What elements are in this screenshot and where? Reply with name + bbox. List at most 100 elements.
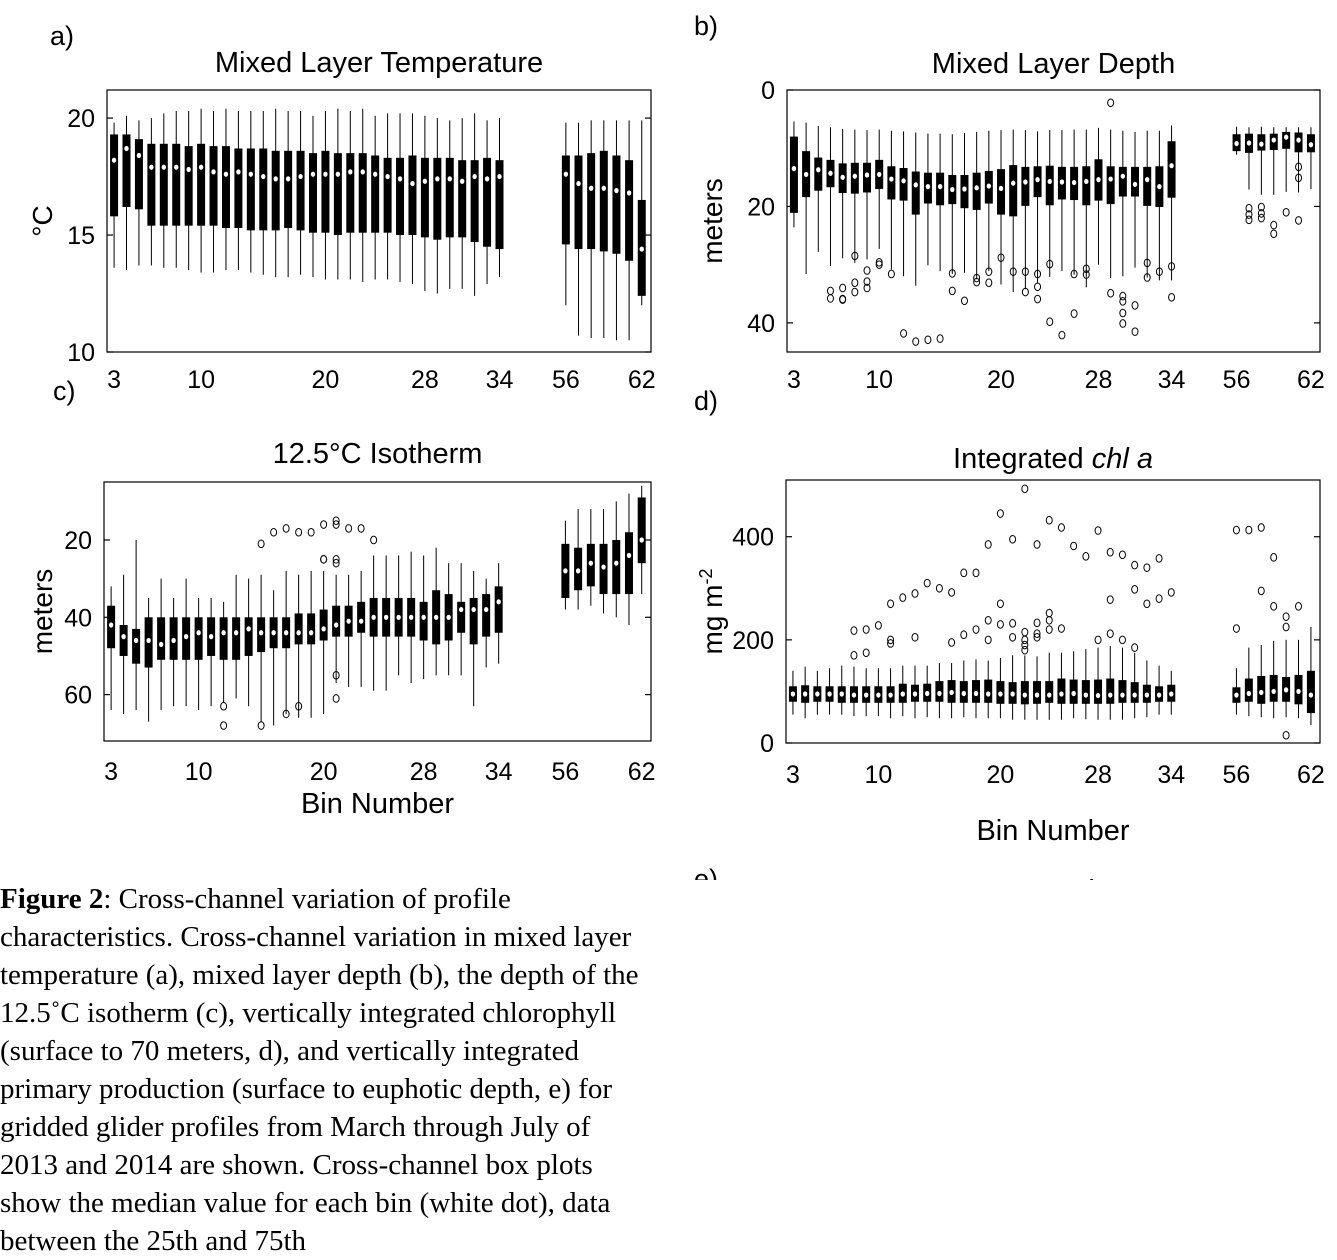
x-tick-label: 34 [1157,761,1185,789]
box-iqr [159,143,168,226]
outlier-point [1009,619,1017,628]
y-tick-label: 400 [732,524,774,552]
outlier-point [332,558,340,568]
outlier-point [1033,629,1041,638]
y-tick-label: 200 [732,627,774,655]
box-median [998,185,1004,191]
box-iqr [319,609,328,641]
box-median [1259,141,1264,147]
outlier-point [220,721,228,730]
box-median [346,618,351,624]
box-iqr [194,617,203,660]
box-median [840,174,845,180]
outlier-point [996,620,1004,629]
box-median [816,167,821,173]
box-median [1034,692,1040,698]
box-median [1132,692,1137,698]
box-median [308,630,314,636]
box-median [472,173,477,180]
box-median [1144,692,1150,698]
x-tick-label: 56 [551,758,579,786]
outlier-point [1167,588,1175,597]
box-median [1120,692,1125,698]
box-median [1296,688,1301,695]
outlier-point [948,286,956,296]
outlier-point [1119,319,1127,328]
x-tick-label: 56 [1223,761,1251,789]
outlier-point [332,555,340,564]
outlier-point [1094,635,1102,645]
x-tick-label: 20 [987,761,1015,789]
box-median [360,169,365,175]
box-median [575,568,581,574]
outlier-point [1282,730,1290,740]
box-median [397,176,403,182]
box-median [183,634,189,640]
box-iqr [259,148,268,231]
outlier-point [1046,317,1054,327]
box-iqr [358,153,367,233]
plot-frame [785,479,1321,744]
y-tick-label: 0 [761,77,775,105]
box-median [1071,179,1077,186]
box-median [1259,689,1264,696]
x-tick-label: 3 [786,761,800,789]
outlier-point [332,520,340,529]
x-axis-label: Bin Number [301,788,454,820]
box-iqr [599,150,608,252]
box-median [146,637,151,644]
outlier-point [1045,615,1053,625]
box-median [1234,692,1239,698]
outlier-point [912,337,920,346]
box-median [588,560,594,566]
outlier-point [839,295,847,304]
y-axis-label: mg m-2 [696,568,728,654]
box-median [1156,692,1162,698]
box-median [889,176,894,182]
panel-label: e) [694,864,718,880]
outlier-point [1257,213,1265,223]
box-median [446,614,451,620]
box-median [283,630,289,636]
panel-label: d) [694,386,718,416]
outlier-point [282,709,290,719]
box-iqr [433,157,442,240]
outlier-point [1295,216,1303,225]
box-iqr [1167,141,1176,198]
box-iqr [483,157,492,247]
outlier-point [1131,301,1139,310]
box-median [639,537,644,543]
outlier-point [935,583,943,593]
box-iqr [346,153,355,233]
box-median [198,164,204,170]
outlier-point [1295,173,1303,183]
box-median [321,626,326,632]
outlier-point [295,527,303,537]
box-iqr [420,157,429,238]
outlier-point [863,283,871,293]
outlier-point [1282,207,1290,217]
outlier-point [911,589,919,598]
outlier-point [911,632,919,642]
y-tick-label: 20 [67,105,95,133]
chart-panel-e: e)Integrated PP1000200030003102028345662… [694,864,1142,880]
box-iqr [307,613,316,645]
box-iqr [997,169,1006,215]
box-median [790,691,796,697]
outlier-point [1143,258,1151,268]
outlier-point [887,599,895,609]
outlier-point [851,251,859,261]
y-tick-label: 60 [64,682,92,710]
box-median [961,690,967,697]
box-median [1120,173,1126,179]
box-median [563,171,569,177]
box-median [998,691,1003,697]
x-tick-label: 56 [552,366,580,394]
box-median [588,185,594,191]
box-iqr [445,157,454,238]
outlier-point [1119,308,1127,318]
box-iqr [132,628,141,664]
y-tick-label: 10 [67,339,95,367]
box-iqr [246,148,255,231]
